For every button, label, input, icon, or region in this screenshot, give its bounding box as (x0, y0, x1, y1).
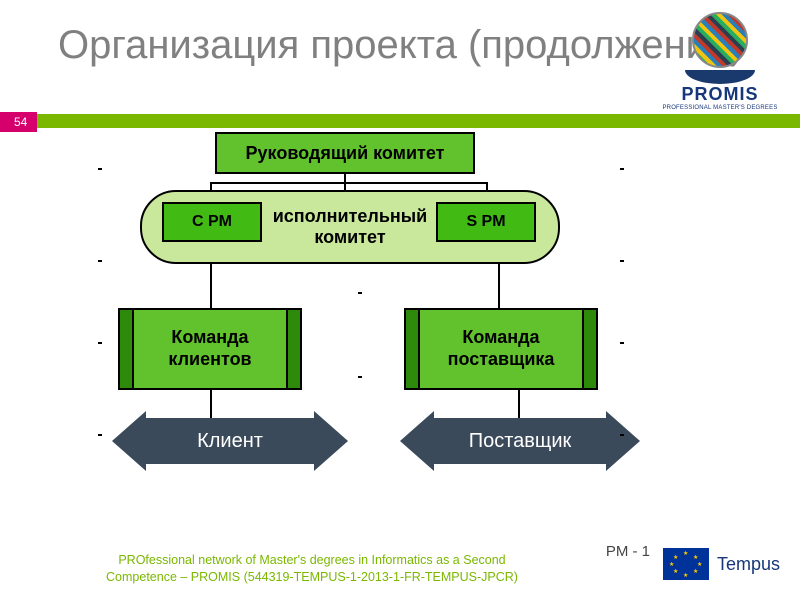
promis-logo: PROMIS PROFESSIONAL MASTER'S DEGREES (660, 12, 780, 104)
tick-mark (98, 342, 102, 344)
connector (518, 390, 520, 418)
tick-mark (358, 376, 362, 378)
logo-brand: PROMIS (660, 84, 780, 105)
tempus-logo: ★ ★ ★ ★ ★ ★ ★ ★ Tempus (663, 548, 780, 580)
tick-mark (620, 434, 624, 436)
node-spm: S PM (436, 202, 536, 242)
page-title: Организация проекта (продолжение) (58, 22, 744, 68)
arrow-supplier: Поставщик (434, 418, 606, 464)
tick-mark (98, 168, 102, 170)
accent-bar (0, 114, 800, 128)
tick-mark (98, 434, 102, 436)
org-diagram: Руководящий комитет исполнительный комит… (100, 132, 700, 492)
node-steering-committee: Руководящий комитет (215, 132, 475, 174)
node-label: Команда поставщика (418, 327, 584, 370)
node-label: Руководящий комитет (246, 143, 445, 164)
arrow-label: Поставщик (469, 430, 572, 453)
node-cpm: C PM (162, 202, 262, 242)
footer-pm-label: PM - 1 (606, 543, 650, 560)
arrow-label: Клиент (197, 430, 263, 453)
connector (210, 182, 488, 184)
footer-project-text: PROfessional network of Master's degrees… (82, 552, 542, 586)
book-icon (685, 70, 755, 84)
node-label: исполнительный комитет (250, 206, 450, 248)
eu-flag-icon: ★ ★ ★ ★ ★ ★ ★ ★ (663, 548, 709, 580)
page-number-badge: 54 (0, 112, 37, 132)
tick-mark (620, 260, 624, 262)
node-supplier-team: Команда поставщика (416, 308, 586, 390)
connector (210, 390, 212, 418)
tick-mark (98, 260, 102, 262)
node-label: S PM (466, 213, 505, 231)
tick-mark (620, 342, 624, 344)
tick-mark (358, 292, 362, 294)
globe-icon (692, 12, 748, 68)
logo-tagline: PROFESSIONAL MASTER'S DEGREES (660, 105, 780, 111)
node-label: C PM (192, 213, 232, 231)
tempus-label: Tempus (717, 554, 780, 575)
node-client-team: Команда клиентов (130, 308, 290, 390)
arrow-client: Клиент (146, 418, 314, 464)
tick-mark (620, 168, 624, 170)
node-label: Команда клиентов (132, 327, 288, 370)
